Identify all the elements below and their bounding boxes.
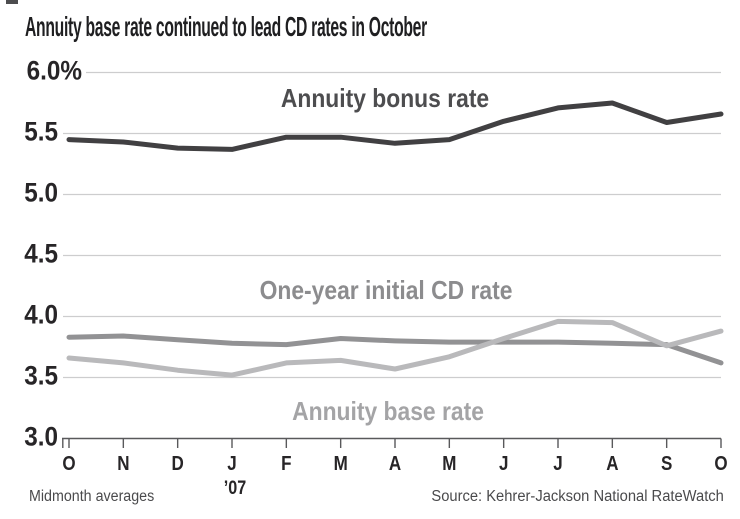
x-axis-label: J [227,452,236,475]
x-axis-label: A [606,452,618,475]
x-axis-label: J [553,452,562,475]
x-axis-year-note: ’07 [224,477,247,499]
y-axis-label: 3.0 [24,422,58,451]
y-axis-label: 4.5 [24,239,58,268]
footnote-source: Source: Kehrer-Jackson National RateWatc… [431,488,724,505]
y-axis-label: 3.5 [24,361,58,390]
x-axis-label: A [389,452,401,475]
x-axis-label: O [62,452,75,475]
y-axis-label: 4.0 [24,300,58,329]
x-axis-label: N [117,452,129,475]
x-axis-label: O [714,452,727,475]
x-axis-label: J [499,452,508,475]
series-label-one-year-initial-cd-rate: One-year initial CD rate [260,277,513,306]
y-axis-label: 5.5 [24,117,58,146]
x-axis-label: S [661,452,672,475]
series-label-annuity-base-rate: Annuity base rate [292,398,484,427]
x-axis-label: M [334,452,348,475]
print-artifact [6,0,18,4]
series-line-one-year-initial-cd-rate [66,333,724,366]
series-label-annuity-bonus-rate: Annuity bonus rate [281,85,489,114]
series-line-annuity-base-rate [66,318,724,378]
y-axis-label: 5.0 [24,178,58,207]
series-line-annuity-bonus-rate [66,100,724,152]
chart-title: Annuity base rate continued to lead CD r… [25,11,427,42]
footnote-midmonth: Midmonth averages [29,488,155,505]
x-axis-label: M [442,452,456,475]
y-axis-label: 6.0% [27,56,83,85]
x-axis-label: D [172,452,184,475]
x-axis-label: F [281,452,291,475]
